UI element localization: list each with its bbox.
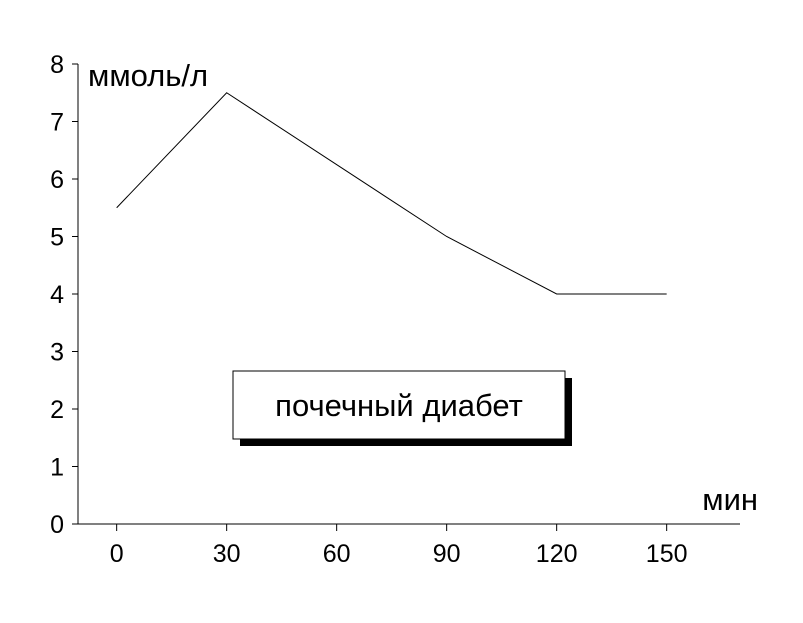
- y-tick-label: 1: [50, 454, 64, 482]
- y-tick-label: 6: [50, 166, 64, 194]
- y-tick-label: 2: [50, 396, 64, 424]
- data-line: [116, 92, 667, 295]
- y-tick-label: 5: [50, 224, 64, 252]
- annotation: почечный диабет: [275, 388, 523, 423]
- annotation-box: [232, 370, 566, 440]
- x-tick-label: 120: [536, 540, 578, 568]
- x-tick-label: 30: [213, 540, 241, 568]
- y-tick-label: 7: [50, 109, 64, 137]
- x-tick-label: 90: [433, 540, 461, 568]
- y-tick-label: 0: [50, 511, 64, 539]
- y-axis-label: ммоль/л: [88, 58, 208, 93]
- y-tick-label: 4: [50, 281, 64, 309]
- y-tick-label: 3: [50, 339, 64, 367]
- x-tick-label: 60: [323, 540, 351, 568]
- x-tick-label: 0: [110, 540, 124, 568]
- y-tick-label: 8: [50, 51, 64, 79]
- x-axis-label: мин: [702, 482, 758, 517]
- x-tick-label: 150: [646, 540, 688, 568]
